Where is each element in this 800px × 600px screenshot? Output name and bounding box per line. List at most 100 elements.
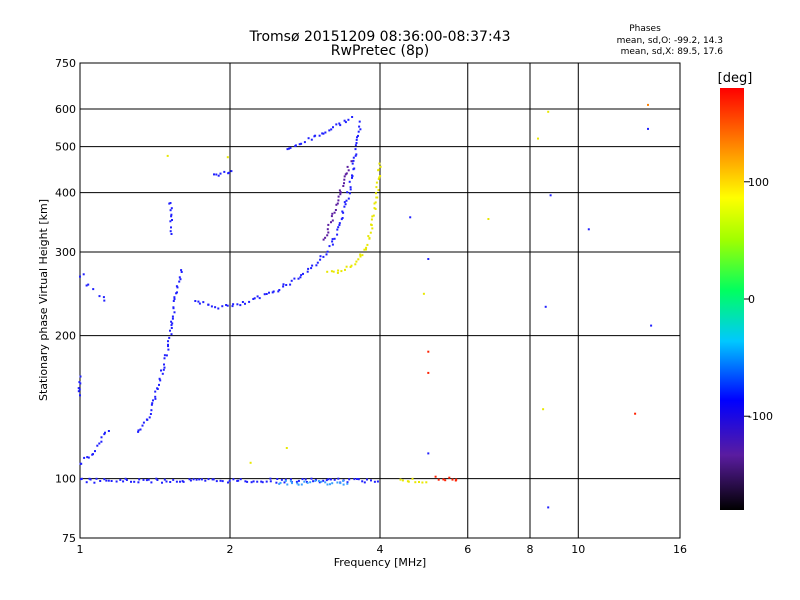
data-point — [179, 480, 181, 483]
data-point — [125, 479, 128, 481]
data-point — [330, 221, 332, 224]
data-point — [171, 322, 174, 325]
data-point — [359, 128, 362, 131]
data-point — [321, 132, 324, 135]
data-point — [172, 300, 175, 302]
data-point — [351, 162, 354, 165]
data-point — [350, 264, 353, 267]
data-point — [448, 476, 451, 479]
data-point — [244, 480, 247, 483]
data-point — [192, 478, 195, 481]
data-point — [346, 191, 349, 194]
data-point — [163, 357, 166, 360]
data-point — [303, 141, 306, 144]
data-point — [122, 480, 125, 483]
data-point — [160, 369, 162, 372]
data-point — [83, 456, 86, 459]
data-point — [180, 271, 183, 273]
data-point — [319, 255, 322, 258]
data-point — [338, 224, 341, 226]
data-point — [373, 480, 376, 483]
data-point — [148, 416, 151, 419]
data-point — [167, 348, 170, 351]
data-point — [339, 193, 342, 196]
data-point — [326, 228, 329, 231]
data-point — [370, 223, 372, 226]
data-point — [537, 137, 539, 140]
data-point — [378, 162, 381, 165]
data-point — [159, 379, 162, 382]
y-tick-label: 100 — [55, 473, 76, 486]
data-point — [444, 479, 447, 482]
data-point — [170, 324, 173, 327]
data-point — [330, 215, 333, 218]
data-point — [147, 478, 150, 481]
data-point — [347, 169, 350, 172]
phase-stats-x: mean, sd,X: 89.5, 17.6 — [621, 47, 724, 57]
data-point — [587, 228, 590, 231]
data-point — [376, 196, 379, 199]
data-point — [149, 413, 152, 415]
data-point — [169, 209, 172, 212]
data-point — [285, 447, 288, 449]
y-tick-label: 400 — [55, 187, 76, 200]
y-tick-label: 750 — [55, 57, 76, 70]
data-point — [85, 481, 88, 484]
data-point — [154, 395, 157, 398]
data-point — [232, 303, 235, 306]
data-point — [357, 478, 360, 481]
data-point — [343, 182, 345, 185]
data-point — [374, 208, 377, 210]
data-point — [361, 254, 364, 257]
data-point — [327, 223, 330, 226]
data-point — [544, 305, 547, 308]
data-point — [137, 430, 140, 433]
data-point — [172, 478, 175, 481]
data-point — [103, 433, 106, 436]
data-point — [333, 478, 336, 481]
data-point — [318, 481, 321, 484]
data-point — [306, 481, 309, 484]
data-point — [334, 209, 337, 211]
data-point — [297, 483, 300, 486]
data-point — [169, 202, 172, 204]
data-point — [647, 103, 649, 106]
data-point — [427, 371, 430, 374]
data-point — [280, 478, 283, 481]
data-point — [298, 143, 301, 146]
data-point — [176, 286, 179, 289]
data-point — [324, 481, 327, 484]
data-point — [284, 479, 287, 482]
data-point — [202, 301, 205, 304]
data-point — [333, 237, 336, 240]
data-point — [141, 424, 144, 427]
chart-subtitle: RwPretec (8p) — [331, 43, 429, 59]
x-tick-label: 1 — [77, 543, 84, 556]
data-point — [78, 388, 81, 391]
data-point — [340, 218, 343, 221]
data-point — [100, 440, 103, 443]
data-point — [244, 302, 246, 305]
data-point — [347, 197, 350, 200]
data-point — [399, 478, 402, 481]
data-point — [215, 173, 218, 176]
data-point — [100, 436, 103, 439]
data-point — [225, 304, 228, 306]
data-point — [170, 327, 173, 329]
data-point — [158, 383, 160, 386]
data-point — [365, 246, 368, 249]
data-point — [85, 284, 88, 287]
data-point — [324, 236, 327, 239]
data-point — [170, 233, 173, 235]
data-point — [163, 363, 165, 366]
data-point — [320, 480, 323, 483]
data-point — [130, 480, 132, 483]
data-point — [296, 482, 299, 485]
data-point — [325, 479, 328, 482]
x-tick-label: 16 — [673, 543, 687, 556]
data-point — [282, 283, 285, 286]
data-point — [339, 191, 342, 194]
data-point — [370, 218, 373, 221]
data-point — [331, 212, 334, 215]
colorbar-tick-label: -100 — [748, 410, 773, 423]
